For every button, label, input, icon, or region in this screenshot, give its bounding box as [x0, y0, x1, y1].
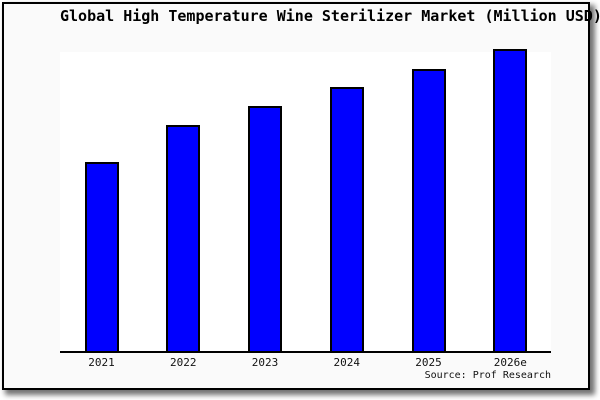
bar-2026e [493, 49, 528, 351]
bar-2021 [84, 162, 119, 351]
bar-2022 [166, 125, 201, 351]
bar-2024 [329, 87, 364, 351]
bar-2023 [248, 106, 283, 351]
x-tick-label-2022: 2022 [170, 356, 197, 369]
plot-area [60, 49, 551, 353]
x-tick-label-2023: 2023 [251, 356, 279, 369]
bar-2025 [411, 69, 446, 351]
x-tick-label-2021: 2021 [88, 356, 115, 369]
chart-window: Global High Temperature Wine Sterilizer … [2, 2, 600, 390]
x-tick-label-2024: 2024 [333, 356, 361, 369]
source-credit: Source: Prof Research [424, 370, 551, 381]
x-tick-label-2025: 2025 [415, 356, 442, 369]
chart-title: Global High Temperature Wine Sterilizer … [60, 7, 600, 25]
x-tick-label-2026e: 2026e [493, 356, 527, 369]
